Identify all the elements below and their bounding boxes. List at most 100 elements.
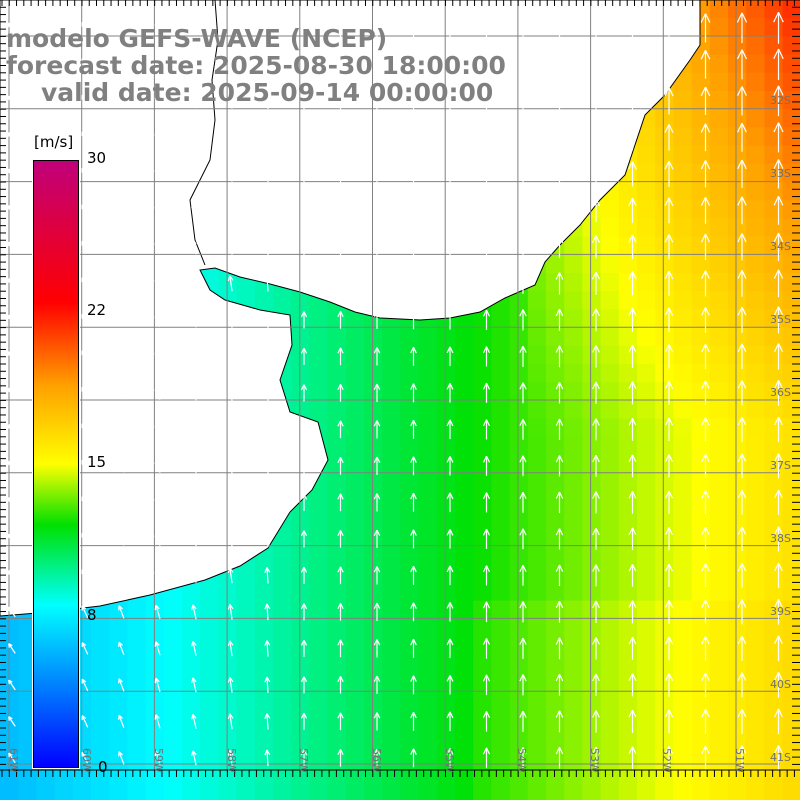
wind-speed-cell (546, 582, 565, 602)
wind-speed-cell (764, 182, 784, 201)
wind-speed-cell (345, 691, 365, 711)
wind-speed-cell (509, 527, 529, 547)
wind-speed-cell (618, 673, 638, 693)
wind-speed-cell (364, 418, 383, 438)
wind-speed-cell (509, 673, 529, 693)
wind-speed-cell (618, 582, 638, 602)
wind-speed-cell (327, 546, 347, 565)
wind-speed-cell (382, 509, 401, 529)
wind-arrow-icon (373, 675, 381, 694)
wind-speed-cell (546, 600, 565, 620)
wind-arrow-icon (337, 274, 344, 293)
wind-arrow-icon (154, 604, 161, 619)
wind-arrow-icon (44, 95, 53, 107)
wind-arrow-icon (8, 606, 16, 618)
wind-speed-cell (655, 673, 674, 693)
wind-arrow-icon (410, 383, 417, 403)
wind-speed-cell (564, 400, 583, 420)
wind-speed-cell (746, 436, 765, 456)
wind-speed-cell (382, 364, 401, 383)
wind-speed-cell (509, 436, 529, 456)
longitude-label: 55W (442, 748, 456, 773)
wind-speed-cell (782, 236, 800, 256)
wind-speed-cell (564, 509, 583, 529)
wind-speed-cell (673, 400, 693, 420)
wind-speed-cell (182, 673, 201, 693)
wind-arrow-icon (264, 311, 271, 329)
wind-speed-cell (491, 618, 511, 638)
wind-speed-cell (709, 637, 729, 656)
wind-arrow-icon (8, 278, 16, 289)
wind-speed-cell (509, 655, 529, 674)
wind-speed-cell (655, 509, 674, 529)
wind-arrow-icon (337, 55, 344, 74)
wind-speed-cell (600, 709, 620, 729)
wind-arrow-icon (701, 526, 710, 551)
wind-arrow-icon (300, 55, 308, 73)
wind-arrow-icon (373, 310, 381, 329)
wind-speed-cell (418, 618, 438, 638)
wind-speed-cell (527, 455, 547, 474)
wind-speed-cell (236, 600, 256, 620)
wind-arrow-icon (555, 382, 564, 404)
wind-arrow-icon (592, 746, 600, 770)
wind-arrow-icon (264, 457, 271, 475)
wind-speed-cell (746, 218, 765, 238)
wind-arrow-icon (154, 714, 161, 729)
wind-speed-cell (327, 455, 347, 474)
wind-arrow-icon (591, 51, 601, 77)
wind-arrow-icon (81, 715, 89, 728)
wind-speed-cell (618, 455, 638, 474)
wind-speed-cell (127, 600, 147, 620)
wind-arrow-icon (482, 54, 491, 75)
wind-speed-cell (637, 436, 656, 456)
wind-speed-cell (54, 764, 74, 784)
wind-speed-cell (564, 691, 583, 711)
wind-arrow-icon (191, 458, 197, 474)
wind-speed-cell (655, 400, 674, 420)
wind-speed-cell (527, 436, 547, 456)
wind-speed-cell (618, 436, 638, 456)
wind-arrow-icon (410, 565, 417, 585)
wind-speed-cell (309, 345, 329, 365)
wind-speed-cell (345, 509, 365, 529)
wind-speed-cell (109, 618, 128, 638)
wind-speed-cell (455, 764, 474, 784)
wind-speed-cell (364, 618, 383, 638)
wind-speed-cell (782, 746, 800, 765)
wind-speed-cell (473, 345, 492, 365)
wind-speed-cell (728, 236, 747, 256)
wind-speed-cell (400, 709, 420, 729)
wind-speed-cell (473, 473, 492, 492)
wind-speed-cell (637, 418, 656, 438)
wind-speed-cell (145, 782, 165, 800)
wind-speed-cell (728, 218, 747, 238)
wind-speed-cell (546, 345, 565, 365)
wind-arrow-icon (773, 85, 784, 117)
wind-speed-cell (327, 382, 347, 401)
wind-speed-cell (473, 600, 492, 620)
wind-speed-cell (473, 364, 492, 383)
wind-speed-cell (327, 637, 347, 656)
wind-speed-cell (382, 382, 401, 401)
wind-speed-cell (327, 600, 347, 620)
wind-speed-cell (764, 782, 784, 800)
wind-speed-cell (728, 273, 747, 292)
wind-speed-cell (782, 72, 800, 92)
wind-speed-cell (527, 728, 547, 747)
wind-speed-cell (145, 691, 165, 711)
wind-speed-cell (418, 582, 438, 602)
wind-speed-cell (582, 546, 602, 565)
wind-speed-cell (728, 127, 747, 147)
wind-speed-cell (782, 91, 800, 110)
wind-arrow-icon (118, 714, 125, 729)
wind-speed-cell (163, 746, 183, 765)
wind-speed-cell (618, 546, 638, 565)
wind-speed-cell (327, 728, 347, 747)
wind-speed-cell (655, 473, 674, 492)
wind-arrow-icon (700, 86, 711, 115)
wind-speed-cell (436, 418, 456, 438)
wind-speed-cell (782, 200, 800, 219)
wind-speed-cell (109, 691, 128, 711)
wind-speed-cell (254, 600, 274, 620)
